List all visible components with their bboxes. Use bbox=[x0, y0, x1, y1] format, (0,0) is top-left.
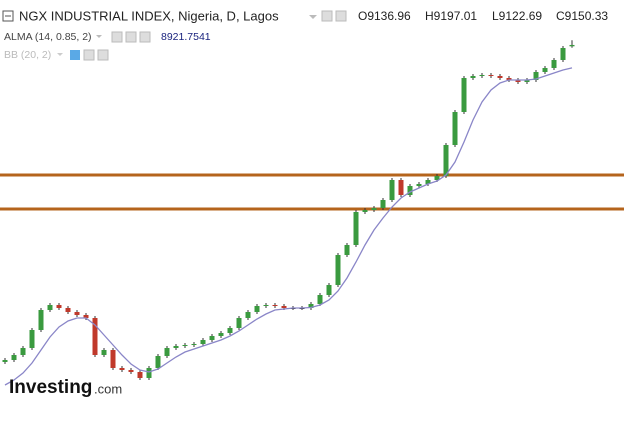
watermark-suffix: .com bbox=[94, 381, 122, 396]
chart-title: NGX INDUSTRIAL INDEX, Nigeria, D, Lagos bbox=[19, 8, 279, 23]
hidden-indicator-name: BB (20, 2) bbox=[4, 49, 51, 61]
collapse-icon[interactable] bbox=[2, 10, 14, 22]
candle-body bbox=[47, 305, 53, 310]
candle-body bbox=[353, 212, 359, 245]
candle-body bbox=[542, 68, 548, 72]
indicator-line bbox=[4, 67, 573, 386]
candle-body bbox=[254, 306, 260, 312]
candle-body bbox=[173, 346, 179, 348]
candle-body bbox=[272, 305, 278, 306]
indicator-name: ALMA (14, 0.85, 2) bbox=[4, 31, 92, 43]
candle-body bbox=[2, 360, 8, 362]
candle-body bbox=[569, 44, 575, 47]
candle-body bbox=[38, 310, 44, 330]
candle-body bbox=[497, 76, 503, 78]
candle-body bbox=[326, 285, 332, 295]
candle-body bbox=[371, 208, 377, 210]
candle-body bbox=[11, 355, 17, 360]
candle-body bbox=[146, 368, 152, 378]
candle-body bbox=[101, 350, 107, 355]
dropdown-icon[interactable] bbox=[96, 35, 102, 38]
candle-body bbox=[461, 78, 467, 112]
candle-body bbox=[515, 80, 521, 82]
candle-body bbox=[56, 305, 62, 308]
candle-body bbox=[362, 210, 368, 212]
indicator-icon[interactable] bbox=[83, 49, 95, 61]
indicator-icon[interactable] bbox=[97, 49, 109, 61]
candle-body bbox=[119, 368, 125, 370]
candle-body bbox=[209, 336, 215, 340]
visibility-icon[interactable] bbox=[70, 50, 80, 60]
ohlc-open: O9136.96 bbox=[358, 9, 411, 23]
candle-body bbox=[389, 180, 395, 200]
candle-body bbox=[533, 72, 539, 80]
candle-body bbox=[380, 200, 386, 208]
indicator-icon[interactable] bbox=[139, 31, 151, 43]
candle-body bbox=[200, 340, 206, 344]
candle-body bbox=[470, 76, 476, 78]
candle-body bbox=[398, 180, 404, 195]
candle-body bbox=[128, 370, 134, 372]
candle-body bbox=[452, 112, 458, 145]
candle-body bbox=[488, 75, 494, 76]
indicator-value: 8921.7541 bbox=[161, 31, 211, 43]
indicator-icon[interactable] bbox=[111, 31, 123, 43]
watermark-brand: Investing bbox=[9, 377, 92, 398]
dropdown-icon[interactable] bbox=[57, 53, 63, 56]
candle-body bbox=[155, 356, 161, 368]
ohlc-close: C9150.33 bbox=[556, 9, 608, 23]
header: NGX INDUSTRIAL INDEX, Nigeria, D, Lagos … bbox=[2, 8, 608, 61]
candle-body bbox=[236, 318, 242, 328]
settings-icon[interactable] bbox=[321, 10, 333, 22]
ohlc-low: L9122.69 bbox=[492, 9, 542, 23]
candle-body bbox=[560, 48, 566, 60]
candle-body bbox=[29, 330, 35, 348]
candle-body bbox=[218, 333, 224, 336]
candle-body bbox=[137, 372, 143, 378]
candle-body bbox=[20, 348, 26, 355]
candle-body bbox=[245, 312, 251, 318]
candle-body bbox=[425, 180, 431, 184]
candle-body bbox=[434, 176, 440, 180]
candle-body bbox=[191, 344, 197, 345]
dropdown-icon[interactable] bbox=[309, 15, 317, 19]
candle-body bbox=[182, 345, 188, 346]
candle-body bbox=[65, 308, 71, 312]
indicator-icon[interactable] bbox=[125, 31, 137, 43]
candle-body bbox=[263, 305, 269, 306]
candle-body bbox=[506, 78, 512, 80]
candle-body bbox=[443, 145, 449, 176]
settings-icon[interactable] bbox=[335, 10, 347, 22]
candle-body bbox=[479, 75, 485, 76]
candle-body bbox=[281, 306, 287, 308]
candle-body bbox=[524, 80, 530, 82]
candle-body bbox=[164, 348, 170, 356]
candle-body bbox=[344, 245, 350, 255]
candle-body bbox=[227, 328, 233, 333]
candle-body bbox=[551, 60, 557, 68]
candle-body bbox=[416, 184, 422, 186]
candle-body bbox=[335, 255, 341, 285]
candle-body bbox=[407, 186, 413, 195]
candle-body bbox=[74, 312, 80, 315]
plot-area bbox=[0, 40, 624, 386]
candle-body bbox=[92, 318, 98, 355]
ohlc-high: H9197.01 bbox=[425, 9, 477, 23]
candle-body bbox=[317, 295, 323, 304]
candle-body bbox=[83, 315, 89, 318]
candle-body bbox=[308, 304, 314, 308]
watermark: Investing .com bbox=[9, 377, 122, 398]
candle-body bbox=[110, 350, 116, 368]
